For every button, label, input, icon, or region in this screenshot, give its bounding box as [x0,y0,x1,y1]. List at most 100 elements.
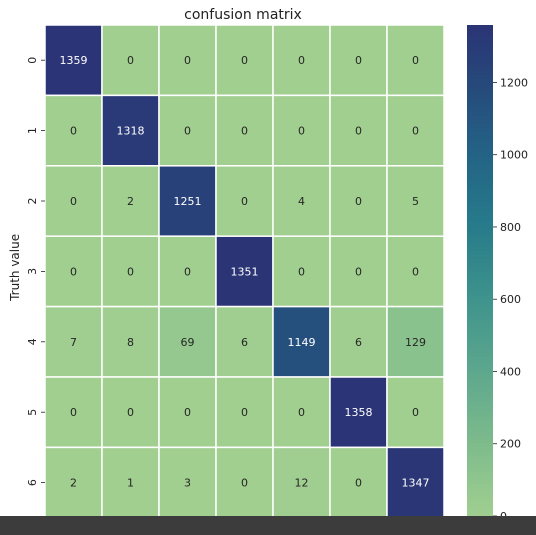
colorbar-band [467,364,493,370]
colorbar-band [467,110,493,116]
colorbar-band [467,299,493,304]
colorbar-band [467,61,493,67]
colorbar-band [467,82,493,87]
colorbar-band [467,393,493,398]
colorbar-band [467,102,493,108]
row-tick-label-6: 6 [26,479,39,486]
heatmap-cell-r4-c0 [44,305,103,378]
colorbar-band [467,139,493,145]
colorbar-band [467,413,493,419]
colorbar-band [467,499,493,505]
cell-value-r0-c1: 0 [127,54,134,67]
colorbar-band [467,205,493,210]
heatmap-cell-r6-c5 [329,446,388,519]
cell-value-r5-c6: 0 [412,406,419,419]
cell-value-r5-c0: 0 [70,406,77,419]
colorbar-band [467,331,493,337]
colorbar-band [467,221,493,227]
colorbar-band [467,274,493,280]
colorbar-band [467,184,493,190]
cell-value-r5-c1: 0 [127,406,134,419]
colorbar-band [467,311,493,317]
heatmap-cell-r6-c2 [158,446,217,519]
cell-value-r1-c3: 0 [241,125,248,138]
colorbar-band [467,225,493,231]
colorbar-band [467,176,493,182]
cell-value-r5-c4: 0 [298,406,305,419]
colorbar-band [467,356,493,362]
colorbar-band [467,442,493,448]
colorbar-band [467,266,493,272]
colorbar-band [467,479,493,484]
cell-value-r2-c3: 0 [241,195,248,208]
colorbar-band [467,188,493,194]
heatmap-cell-r1-c4 [272,94,331,167]
colorbar-band [467,368,493,374]
colorbar-band [467,397,493,403]
colorbar-band [467,164,493,169]
colorbar-band [467,160,493,165]
colorbar-band [467,209,493,214]
colorbar-band [467,65,493,71]
colorbar-band [467,446,493,452]
colorbar-band [467,319,493,325]
cell-value-r6-c2: 3 [184,477,191,490]
colorbar-band [467,119,493,124]
heatmap-cell-r2-c6 [386,165,445,237]
colorbar-band [467,409,493,415]
cell-value-r3-c3: 1351 [231,265,259,278]
colorbar-band [467,37,493,42]
colorbar-tick-label: 600 [500,293,521,306]
colorbar-band [467,352,493,358]
colorbar-band [467,53,493,59]
colorbar-band [467,200,493,206]
cell-value-r5-c3: 0 [241,406,248,419]
heatmap-cell-r4-c2 [158,305,217,378]
colorbar-band [467,495,493,501]
cell-value-r0-c5: 0 [355,54,362,67]
cell-value-r0-c2: 0 [184,54,191,67]
cell-value-r6-c6: 1347 [402,477,430,490]
heatmap-cell-r6-c0 [44,446,103,519]
heatmap-cell-r1-c2 [158,94,217,167]
colorbar-band [467,147,493,153]
colorbar-band [467,401,493,407]
cell-value-r1-c0: 0 [70,125,77,138]
colorbar-band [467,123,493,128]
colorbar-band [467,417,493,423]
colorbar-band [467,385,493,390]
colorbar-band [467,250,493,255]
colorbar-band [467,25,493,30]
colorbar-band [467,57,493,63]
colorbar-band [467,405,493,411]
colorbar-band [467,438,493,443]
heatmap-cell-r0-c5 [329,24,388,97]
heatmap-cell-r5-c4 [272,376,331,449]
cell-value-r4-c1: 8 [127,336,134,349]
colorbar-band [467,503,493,509]
heatmap-cell-r6-c3 [215,446,274,519]
heatmap-cell-r2-c1 [101,165,160,237]
colorbar-band [467,376,493,382]
colorbar-band [467,286,493,292]
colorbar-band [467,233,493,239]
cell-value-r6-c3: 0 [241,477,248,490]
heatmap-cell-r2-c5 [329,165,388,237]
colorbar-band [467,348,493,353]
cell-value-r0-c3: 0 [241,54,248,67]
colorbar-band [467,45,493,51]
colorbar-band [467,168,493,173]
colorbar-band [467,295,493,300]
colorbar-band [467,217,493,222]
cell-value-r1-c5: 0 [355,125,362,138]
cell-value-r4-c3: 6 [241,336,248,349]
colorbar-tick-label: 1200 [500,76,528,89]
colorbar-band [467,86,493,92]
colorbar-band [467,425,493,431]
colorbar-band [467,430,493,435]
colorbar-band [467,172,493,177]
colorbar-band [467,507,493,513]
heatmap-cell-r5-c1 [101,376,160,449]
colorbar-band [467,458,493,464]
